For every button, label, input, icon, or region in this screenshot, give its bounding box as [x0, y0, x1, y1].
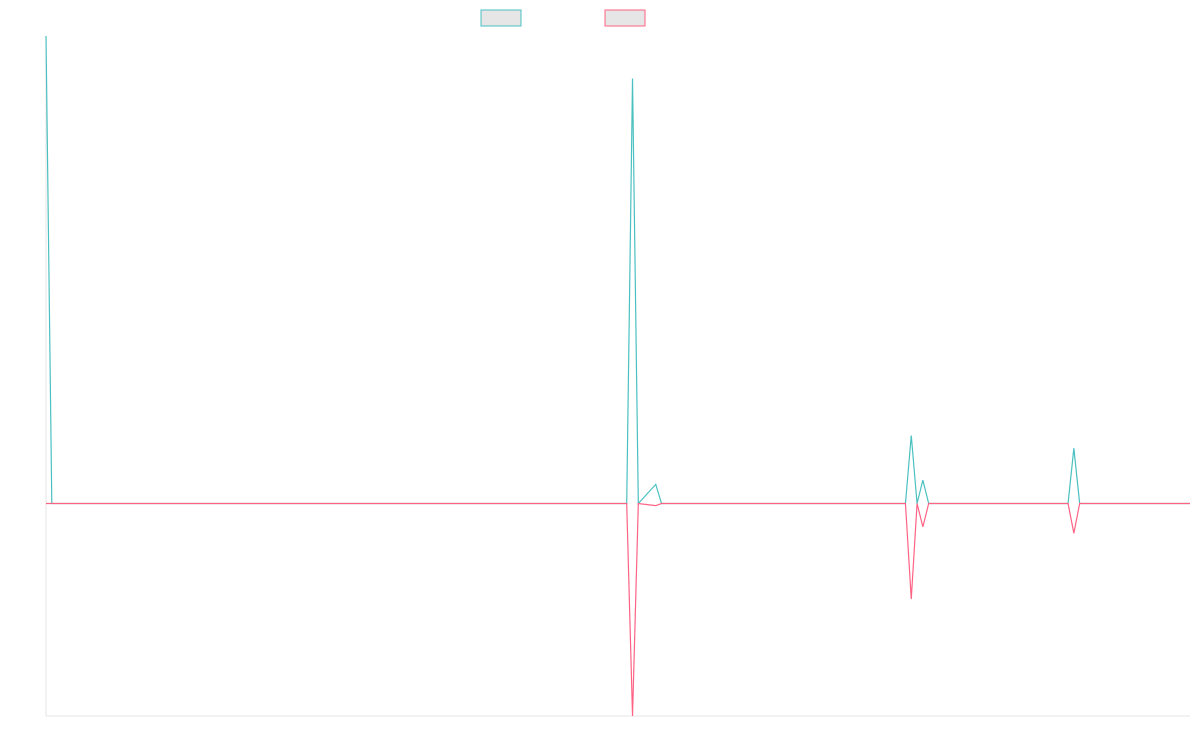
legend-swatch-1[interactable] [480, 9, 522, 27]
series-line-2 [46, 502, 1190, 717]
legend [480, 9, 646, 27]
legend-swatch-2[interactable] [604, 9, 646, 27]
series-group [45, 35, 1190, 717]
series-line-1 [45, 35, 1190, 506]
axes [45, 36, 1190, 717]
